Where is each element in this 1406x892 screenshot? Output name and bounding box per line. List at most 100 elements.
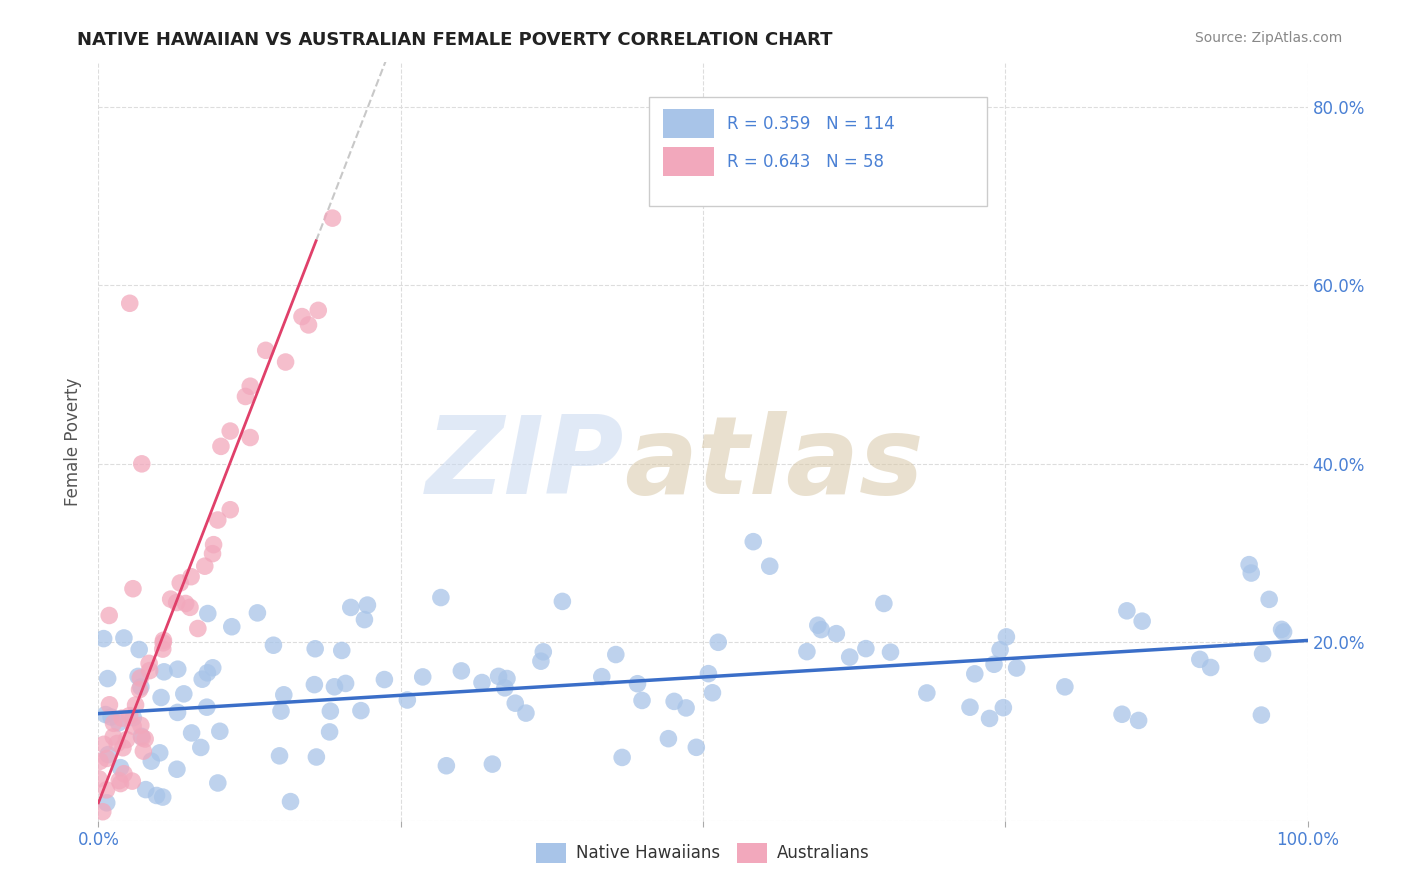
Point [662, 694, 685, 708]
Point [280, 795, 302, 809]
Point [150, 690, 173, 705]
Point [959, 700, 981, 714]
Point [995, 630, 1018, 644]
Point [194, 559, 217, 574]
FancyBboxPatch shape [664, 147, 714, 177]
Legend: Native Hawaiians, Australians: Native Hawaiians, Australians [530, 837, 876, 869]
Point [93, 632, 115, 646]
Text: Source: ZipAtlas.com: Source: ZipAtlas.com [1195, 31, 1343, 45]
Point [685, 740, 707, 755]
Point [191, 672, 214, 686]
Point [209, 439, 232, 453]
Point [758, 559, 780, 574]
Point [110, 776, 132, 790]
Point [89, 754, 111, 768]
Point [1250, 708, 1272, 723]
Point [339, 600, 361, 615]
Point [707, 635, 730, 649]
Point [481, 757, 503, 772]
Point [488, 669, 510, 683]
Point [239, 431, 262, 445]
Point [91, 805, 114, 819]
Point [111, 740, 134, 755]
Text: R = 0.643   N = 58: R = 0.643 N = 58 [727, 153, 884, 170]
Point [496, 672, 519, 686]
FancyBboxPatch shape [648, 96, 987, 207]
Point [297, 318, 319, 332]
Point [246, 606, 269, 620]
Point [207, 513, 229, 527]
Point [1111, 707, 1133, 722]
Point [96, 796, 118, 810]
Point [173, 687, 195, 701]
Point [254, 343, 277, 358]
Point [166, 662, 188, 676]
Point [531, 645, 554, 659]
Point [304, 678, 326, 692]
Point [105, 736, 128, 750]
Point [471, 675, 494, 690]
Point [319, 704, 342, 718]
Point [141, 754, 163, 768]
Point [94, 707, 117, 722]
Point [174, 597, 197, 611]
Point [1272, 624, 1295, 639]
Point [810, 623, 832, 637]
Point [152, 636, 174, 650]
Point [118, 296, 141, 310]
Point [605, 648, 627, 662]
Point [631, 693, 654, 707]
Point [239, 379, 262, 393]
Point [1240, 566, 1263, 580]
Point [373, 673, 395, 687]
Point [131, 730, 153, 744]
Point [166, 706, 188, 720]
Point [430, 591, 453, 605]
Point [515, 706, 537, 720]
Point [825, 626, 848, 640]
Point [201, 661, 224, 675]
Point [197, 665, 219, 680]
Point [396, 693, 419, 707]
Point [626, 677, 648, 691]
Point [201, 547, 224, 561]
Point [103, 730, 125, 744]
Point [152, 642, 174, 657]
FancyBboxPatch shape [664, 110, 714, 138]
Point [135, 782, 157, 797]
Point [180, 570, 202, 584]
Point [1251, 647, 1274, 661]
Point [494, 681, 516, 695]
Point [330, 643, 353, 657]
Point [273, 688, 295, 702]
Point [742, 534, 765, 549]
Point [219, 502, 242, 516]
Point [122, 582, 145, 596]
Point [1271, 623, 1294, 637]
Point [675, 701, 697, 715]
Point [190, 740, 212, 755]
Point [159, 592, 181, 607]
Point [98, 608, 121, 623]
Point [93, 737, 115, 751]
Point [149, 746, 172, 760]
Point [124, 698, 146, 712]
Point [304, 641, 326, 656]
Point [591, 670, 613, 684]
Point [697, 666, 720, 681]
Point [335, 676, 357, 690]
Point [128, 642, 150, 657]
Point [879, 645, 901, 659]
Point [96, 783, 118, 797]
Point [221, 620, 243, 634]
Point [127, 669, 149, 683]
Point [323, 680, 346, 694]
Point [208, 724, 231, 739]
Point [110, 761, 132, 775]
Point [807, 618, 830, 632]
Point [269, 748, 291, 763]
Point [307, 303, 329, 318]
Point [353, 613, 375, 627]
Point [112, 766, 135, 780]
Point [979, 711, 1001, 725]
